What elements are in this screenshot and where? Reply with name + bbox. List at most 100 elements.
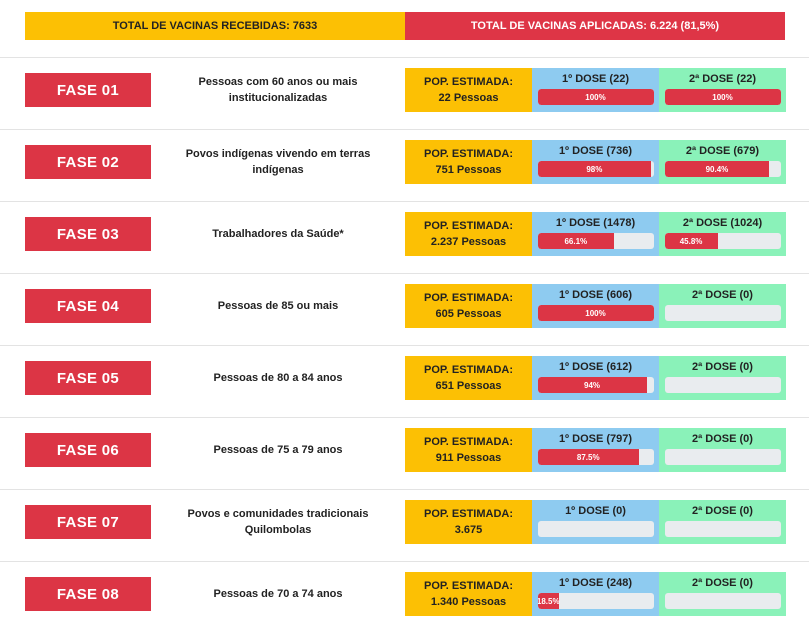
first-dose-progress: 98% bbox=[537, 161, 654, 177]
population-title: POP. ESTIMADA: bbox=[423, 580, 514, 592]
phase-description: Pessoas de 70 a 74 anos bbox=[213, 588, 343, 600]
phase-row: FASE 07 Povos e comunidades tradicionais … bbox=[0, 489, 809, 561]
phase-description: Pessoas com 60 anos ou mais instituciona… bbox=[198, 76, 358, 104]
population-title: POP. ESTIMADA: bbox=[423, 148, 514, 160]
phase-badge: FASE 08 bbox=[25, 577, 151, 611]
second-dose-progress: 45.8% bbox=[664, 233, 781, 249]
second-dose-progress-fill: 45.8% bbox=[664, 233, 718, 249]
first-dose-progress-fill: 100% bbox=[537, 305, 654, 321]
second-dose-label: 2ª DOSE (22) bbox=[688, 73, 757, 85]
first-dose-progress: 100% bbox=[537, 305, 654, 321]
phase-description: Pessoas de 75 a 79 anos bbox=[213, 444, 343, 456]
phase-badge: FASE 05 bbox=[25, 361, 151, 395]
phase-row: FASE 02 Povos indígenas vivendo em terras… bbox=[0, 129, 809, 201]
row-divider bbox=[0, 345, 809, 346]
second-dose-label: 2ª DOSE (0) bbox=[692, 577, 753, 589]
first-dose-box: 1º DOSE (612) 94% bbox=[532, 356, 659, 400]
estimated-population: POP. ESTIMADA: 605 Pessoas bbox=[405, 284, 532, 328]
phase-row: FASE 08 Pessoas de 70 a 74 anos POP. ESTIM… bbox=[0, 561, 809, 632]
population-value: 2.237 Pessoas bbox=[430, 236, 507, 248]
first-dose-label: 1º DOSE (612) bbox=[558, 361, 633, 373]
second-dose-progress bbox=[664, 593, 781, 609]
phase-row: FASE 03 Trabalhadores da Saúde* POP. ESTIM… bbox=[0, 201, 809, 273]
first-dose-progress: 66.1% bbox=[537, 233, 654, 249]
total-received-label: TOTAL DE VACINAS RECEBIDAS: 7633 bbox=[25, 12, 405, 40]
first-dose-label: 1º DOSE (736) bbox=[558, 145, 633, 157]
phase-description: Trabalhadores da Saúde* bbox=[212, 228, 344, 240]
first-dose-box: 1º DOSE (606) 100% bbox=[532, 284, 659, 328]
phase-badge: FASE 01 bbox=[25, 73, 151, 107]
population-title: POP. ESTIMADA: bbox=[423, 508, 514, 520]
second-dose-label: 2ª DOSE (679) bbox=[685, 145, 760, 157]
phase-description: Povos e comunidades tradicionais Quilomb… bbox=[187, 508, 369, 536]
second-dose-progress bbox=[664, 449, 781, 465]
second-dose-progress bbox=[664, 305, 781, 321]
population-value: 605 Pessoas bbox=[435, 308, 502, 320]
second-dose-progress bbox=[664, 377, 781, 393]
second-dose-label: 2ª DOSE (0) bbox=[692, 505, 753, 517]
row-divider bbox=[0, 489, 809, 490]
estimated-population: POP. ESTIMADA: 1.340 Pessoas bbox=[405, 572, 532, 616]
second-dose-label: 2ª DOSE (0) bbox=[692, 361, 753, 373]
first-dose-progress-fill: 94% bbox=[537, 377, 647, 393]
second-dose-progress-fill: 90.4% bbox=[664, 161, 770, 177]
first-dose-box: 1º DOSE (797) 87.5% bbox=[532, 428, 659, 472]
row-divider bbox=[0, 201, 809, 202]
second-dose-box: 2ª DOSE (0) bbox=[659, 572, 786, 616]
second-dose-label: 2ª DOSE (0) bbox=[692, 433, 753, 445]
first-dose-box: 1º DOSE (0) bbox=[532, 500, 659, 544]
first-dose-label: 1º DOSE (1478) bbox=[555, 217, 636, 229]
first-dose-label: 1º DOSE (0) bbox=[565, 505, 626, 517]
first-dose-box: 1º DOSE (736) 98% bbox=[532, 140, 659, 184]
second-dose-box: 2ª DOSE (1024) 45.8% bbox=[659, 212, 786, 256]
phase-badge: FASE 06 bbox=[25, 433, 151, 467]
first-dose-box: 1º DOSE (1478) 66.1% bbox=[532, 212, 659, 256]
first-dose-box: 1º DOSE (248) 18.5% bbox=[532, 572, 659, 616]
population-title: POP. ESTIMADA: bbox=[423, 364, 514, 376]
estimated-population: POP. ESTIMADA: 911 Pessoas bbox=[405, 428, 532, 472]
population-value: 651 Pessoas bbox=[435, 380, 502, 392]
row-divider bbox=[0, 417, 809, 418]
second-dose-box: 2ª DOSE (0) bbox=[659, 284, 786, 328]
second-dose-box: 2ª DOSE (0) bbox=[659, 356, 786, 400]
first-dose-progress-fill: 87.5% bbox=[537, 449, 639, 465]
estimated-population: POP. ESTIMADA: 751 Pessoas bbox=[405, 140, 532, 184]
population-value: 751 Pessoas bbox=[435, 164, 502, 176]
phase-badge: FASE 03 bbox=[25, 217, 151, 251]
first-dose-label: 1º DOSE (606) bbox=[558, 289, 633, 301]
second-dose-box: 2ª DOSE (679) 90.4% bbox=[659, 140, 786, 184]
first-dose-label: 1º DOSE (22) bbox=[562, 73, 629, 85]
population-title: POP. ESTIMADA: bbox=[423, 76, 514, 88]
first-dose-progress-fill: 66.1% bbox=[537, 233, 615, 249]
estimated-population: POP. ESTIMADA: 22 Pessoas bbox=[405, 68, 532, 112]
first-dose-progress-fill: 100% bbox=[537, 89, 654, 105]
first-dose-progress: 100% bbox=[537, 89, 654, 105]
second-dose-progress: 90.4% bbox=[664, 161, 781, 177]
second-dose-box: 2ª DOSE (0) bbox=[659, 500, 786, 544]
phase-row: FASE 06 Pessoas de 75 a 79 anos POP. ESTIM… bbox=[0, 417, 809, 489]
second-dose-label: 2ª DOSE (0) bbox=[692, 289, 753, 301]
second-dose-progress bbox=[664, 521, 781, 537]
population-value: 911 Pessoas bbox=[435, 452, 502, 464]
estimated-population: POP. ESTIMADA: 2.237 Pessoas bbox=[405, 212, 532, 256]
population-title: POP. ESTIMADA: bbox=[423, 220, 514, 232]
phase-badge: FASE 02 bbox=[25, 145, 151, 179]
second-dose-label: 2ª DOSE (1024) bbox=[682, 217, 763, 229]
row-divider bbox=[0, 273, 809, 274]
phase-description: Pessoas de 80 a 84 anos bbox=[213, 372, 343, 384]
phase-description: Povos indígenas vivendo em terras indíge… bbox=[185, 148, 371, 176]
second-dose-box: 2ª DOSE (0) bbox=[659, 428, 786, 472]
population-value: 3.675 bbox=[454, 524, 483, 536]
first-dose-box: 1º DOSE (22) 100% bbox=[532, 68, 659, 112]
estimated-population: POP. ESTIMADA: 651 Pessoas bbox=[405, 356, 532, 400]
population-value: 22 Pessoas bbox=[438, 92, 499, 104]
phase-row: FASE 04 Pessoas de 85 ou mais POP. ESTIMAD… bbox=[0, 273, 809, 345]
phase-row: FASE 05 Pessoas de 80 a 84 anos POP. ESTIM… bbox=[0, 345, 809, 417]
second-dose-progress: 100% bbox=[664, 89, 781, 105]
second-dose-progress-fill: 100% bbox=[664, 89, 781, 105]
row-divider bbox=[0, 129, 809, 130]
first-dose-progress: 87.5% bbox=[537, 449, 654, 465]
phase-badge: FASE 07 bbox=[25, 505, 151, 539]
totals-header: TOTAL DE VACINAS RECEBIDAS: 7633 TOTAL D… bbox=[25, 12, 785, 40]
population-title: POP. ESTIMADA: bbox=[423, 436, 514, 448]
